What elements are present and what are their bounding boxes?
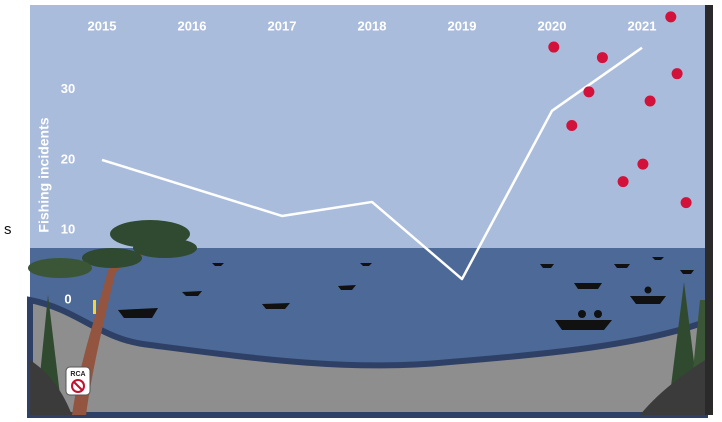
y-tick-label: 20 [61,151,75,166]
x-tick-label: 2018 [358,18,387,33]
boats [118,257,694,330]
data-point [566,120,578,132]
data-point [665,11,677,23]
x-tick-label: 2015 [88,18,117,33]
shore [27,296,708,418]
data-point [644,95,656,107]
marker [93,300,96,314]
y-tick-label: 30 [61,81,75,96]
data-line [101,46,643,281]
x-tick-label: 2019 [448,18,477,33]
edge-text: s [4,221,12,238]
data-point [596,52,608,64]
trees [28,220,705,415]
data-point [617,176,629,188]
x-tick-label: 2021 [628,18,657,33]
data-point [637,158,649,170]
data-point [671,68,683,80]
y-tick-label: 0 [64,291,71,306]
right-border [705,5,713,415]
badge: RCA [65,366,91,396]
badge-label: RCA [70,371,85,378]
y-axis-label: Fishing incidents [36,117,52,232]
y-tick-label: 10 [61,221,75,236]
x-tick-label: 2020 [538,18,567,33]
data-point [548,41,560,53]
plot: 2015 2016 2017 2018 2019 2020 2021 0 10 20 30 [61,11,692,306]
data-point [680,197,692,209]
x-tick-label: 2017 [268,18,297,33]
data-point [583,86,595,98]
x-tick-label: 2016 [178,18,207,33]
